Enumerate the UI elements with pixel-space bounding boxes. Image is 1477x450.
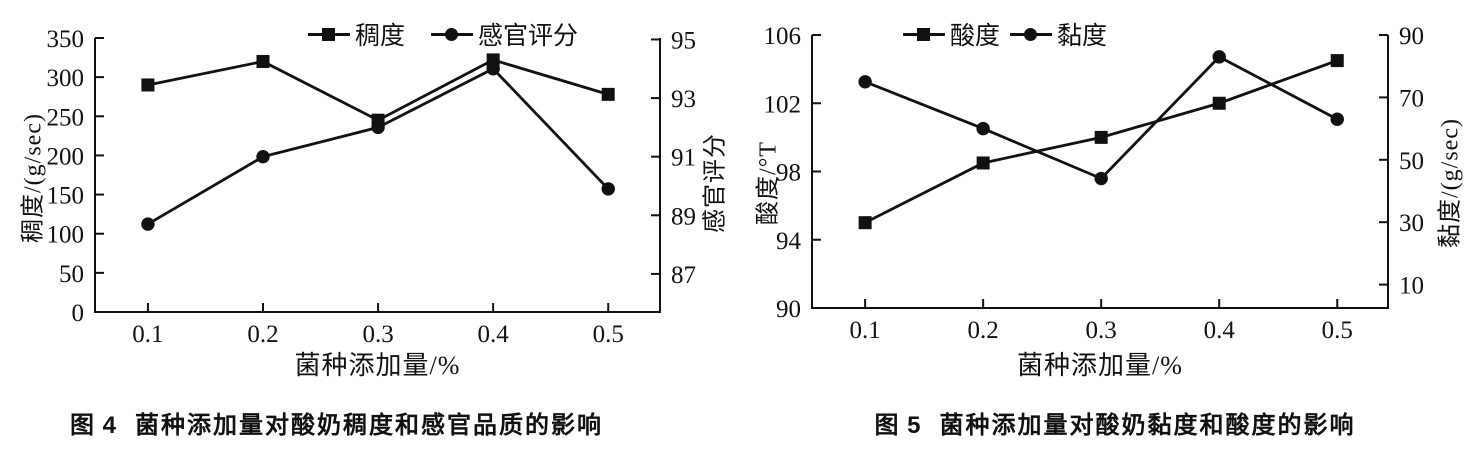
square-data-point (1212, 96, 1226, 110)
figure-4-right-axis-label: 感官评分 (702, 133, 729, 233)
figure-4-x-axis-label: 菌种添加量/% (294, 351, 461, 380)
legend-circle-marker-icon (431, 26, 474, 43)
square-data-point (1094, 130, 1108, 144)
tick-label: 102 (764, 91, 802, 118)
tick-label: 0.5 (1322, 317, 1353, 344)
tick-label: 0.3 (362, 321, 393, 348)
square-data-point (858, 216, 872, 230)
tick-label: 0.4 (478, 321, 510, 348)
square-data-point (601, 87, 615, 101)
legend-item-ganguan: 感官评分 (431, 16, 578, 52)
tick-label: 50 (1399, 148, 1424, 175)
tick-label: 30 (1399, 210, 1424, 237)
circle-data-point (141, 217, 155, 231)
axis-frame (811, 35, 1389, 309)
figure-4-title: 菌种添加量对酸奶稠度和感官品质的影响 (135, 412, 604, 439)
figure-5-left-axis-label: 酸度/°T (755, 141, 782, 225)
tick-label: 0.2 (247, 321, 278, 348)
circle-data-point (486, 62, 500, 76)
figure-4-number: 图 4 (70, 412, 118, 439)
tick-label: 90 (776, 296, 801, 323)
square-data-point (1330, 54, 1344, 68)
figure-4-chart: 0 50 100 150 200 250 300 350 87 89 91 93 95 0.1 0.2 0.3… (47, 26, 697, 348)
tick-label: 250 (47, 104, 85, 131)
tick-label: 0.2 (968, 317, 999, 344)
figure-4-caption: 图 4 菌种添加量对酸奶稠度和感官品质的影响 (70, 405, 604, 440)
tick-label: 87 (671, 262, 696, 289)
tick-label: 91 (671, 145, 696, 172)
tick-label: 350 (47, 26, 85, 53)
legend-label: 感官评分 (478, 23, 579, 50)
figure-4-left-axis-label: 稠度/(g/sec) (20, 113, 47, 243)
circle-data-point (1212, 50, 1226, 64)
circle-data-point (1094, 171, 1108, 186)
tick-label: 0.1 (849, 317, 880, 344)
legend-item-niandu: 黏度 (1010, 16, 1107, 52)
circle-data-point (601, 182, 615, 196)
series-line-circle (864, 55, 1338, 181)
tick-label: 50 (59, 261, 84, 288)
legend-square-marker-icon (308, 26, 350, 43)
tick-label: 150 (47, 183, 85, 210)
series-line-square (147, 58, 609, 122)
tick-label: 89 (671, 203, 696, 230)
square-data-point (141, 78, 155, 92)
legend-circle-marker-icon (1010, 26, 1053, 43)
legend-item-choudu: 稠度 (308, 16, 405, 52)
figure-5-legend: 酸度 黏度 (903, 16, 1107, 52)
tick-label: 0.3 (1086, 317, 1117, 344)
tick-label: 0.4 (1204, 317, 1236, 344)
square-data-point (256, 54, 270, 68)
circle-data-point (1330, 112, 1344, 126)
figure-5-number: 图 5 (874, 412, 922, 439)
circle-data-point (256, 149, 270, 164)
tick-label: 0.1 (132, 321, 163, 348)
tick-label: 106 (764, 23, 802, 50)
legend-label: 酸度 (950, 23, 1001, 50)
figure-5-chart: 90 94 98 102 106 10 30 50 70 90 0.1 0.2 0.3 0.4 0.5 (764, 23, 1425, 344)
figure-4-legend: 稠度 感官评分 (308, 16, 578, 52)
square-data-point (976, 156, 990, 170)
tick-label: 93 (671, 86, 696, 113)
series-line-circle (147, 67, 610, 226)
tick-label: 90 (1399, 23, 1424, 50)
circle-data-point (371, 120, 385, 135)
legend-label: 黏度 (1057, 23, 1108, 50)
figure-5-right-axis-label: 黏度/(g/sec) (1437, 118, 1464, 248)
tick-label: 0.5 (593, 321, 624, 348)
figure-5-panel: 90 94 98 102 106 10 30 50 70 90 0.1 0.2 0.3 0.4 0.5 酸度… (740, 0, 1477, 450)
legend-label: 稠度 (355, 23, 406, 50)
circle-data-point (858, 75, 872, 89)
tick-label: 100 (47, 222, 85, 249)
tick-label: 94 (776, 228, 802, 255)
tick-label: 10 (1399, 273, 1424, 300)
tick-label: 95 (671, 27, 696, 54)
tick-label: 98 (776, 160, 801, 187)
legend-square-marker-icon (903, 26, 945, 43)
tick-label: 0 (72, 300, 85, 327)
figure-5-caption: 图 5 菌种添加量对酸奶黏度和酸度的影响 (855, 405, 1375, 440)
figure-5-x-axis-label: 菌种添加量/% (1017, 351, 1183, 380)
tick-label: 70 (1399, 85, 1424, 112)
tick-label: 200 (47, 143, 85, 170)
figure-4-panel: 0 50 100 150 200 250 300 350 87 89 91 93 95 0.1 0.2 0.3… (20, 16, 729, 440)
tick-label: 300 (47, 65, 85, 92)
legend-item-suandu: 酸度 (903, 16, 1000, 52)
circle-data-point (976, 121, 990, 136)
figure-5-title: 菌种添加量对酸奶黏度和酸度的影响 (939, 412, 1356, 439)
